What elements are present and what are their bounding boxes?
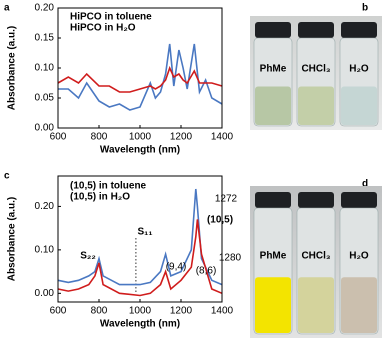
vial-liquid xyxy=(255,86,291,125)
y-tick-label: 0.20 xyxy=(35,3,55,14)
data-line xyxy=(58,43,223,111)
vial-cap xyxy=(255,192,291,208)
y-axis-label: Absorbance (a.u.) xyxy=(7,26,18,110)
y-tick-label: 0.00 xyxy=(35,123,55,134)
panel-label: d xyxy=(362,179,368,190)
annotation: 1280 xyxy=(219,253,242,264)
panel-label: b xyxy=(362,3,368,14)
vial-cap xyxy=(298,192,334,208)
y-tick-label: 0.20 xyxy=(35,201,55,212)
x-tick-label: 1400 xyxy=(211,306,234,317)
y-tick-label: 0.00 xyxy=(35,288,55,299)
vial-label: H₂O xyxy=(349,251,369,262)
x-tick-label: 1000 xyxy=(129,132,152,143)
vial-liquid xyxy=(341,86,377,125)
x-tick-label: 1000 xyxy=(129,306,152,317)
x-tick-label: 800 xyxy=(91,306,108,317)
annotation: 1272 xyxy=(215,194,238,205)
vial-label: H₂O xyxy=(349,63,369,74)
y-axis-label: Absorbance (a.u.) xyxy=(7,197,18,281)
annotation: S₂₂ xyxy=(80,251,96,262)
plot-frame xyxy=(57,175,223,303)
vial-liquid xyxy=(298,277,334,333)
data-line xyxy=(57,219,223,297)
x-axis-label: Wavelength (nm) xyxy=(100,319,180,330)
annotation: S₁₁ xyxy=(138,227,153,238)
vial-liquid xyxy=(341,277,377,333)
vial-cap xyxy=(298,22,334,38)
vial-label: PhMe xyxy=(260,63,287,74)
x-axis-label: Wavelength (nm) xyxy=(100,145,180,156)
data-line xyxy=(57,188,223,286)
panel-label: a xyxy=(4,3,10,14)
vial-label: CHCl₃ xyxy=(301,251,330,262)
plot-frame xyxy=(57,7,223,129)
legend-entry: HiPCO in toluene xyxy=(70,12,152,23)
vial-cap xyxy=(341,22,377,38)
x-tick-label: 1400 xyxy=(211,132,234,143)
vial-cap xyxy=(255,22,291,38)
x-tick-label: 800 xyxy=(91,132,108,143)
y-tick-label: 0.05 xyxy=(35,93,55,104)
vial-label: PhMe xyxy=(260,251,287,262)
x-tick-label: 600 xyxy=(50,306,67,317)
y-tick-label: 0.15 xyxy=(35,33,55,44)
vial-label: CHCl₃ xyxy=(301,63,330,74)
data-line xyxy=(57,65,223,93)
x-tick-label: 600 xyxy=(50,132,67,143)
vial-cap xyxy=(341,192,377,208)
legend-entry: HiPCO in H₂O xyxy=(70,23,136,34)
legend-entry: (10,5) in H₂O xyxy=(70,192,130,203)
y-tick-label: 0.10 xyxy=(35,63,55,74)
x-tick-label: 1200 xyxy=(170,306,193,317)
y-tick-label: 0.10 xyxy=(35,245,55,256)
vial-liquid xyxy=(255,277,291,333)
annotation: (8,6) xyxy=(196,266,217,277)
x-tick-label: 1200 xyxy=(170,132,193,143)
annotation: (9,4) xyxy=(166,262,187,273)
legend-entry: (10,5) in toluene xyxy=(70,181,147,192)
vial-liquid xyxy=(298,86,334,125)
panel-label: c xyxy=(4,171,10,182)
annotation: (10,5) xyxy=(207,215,233,226)
